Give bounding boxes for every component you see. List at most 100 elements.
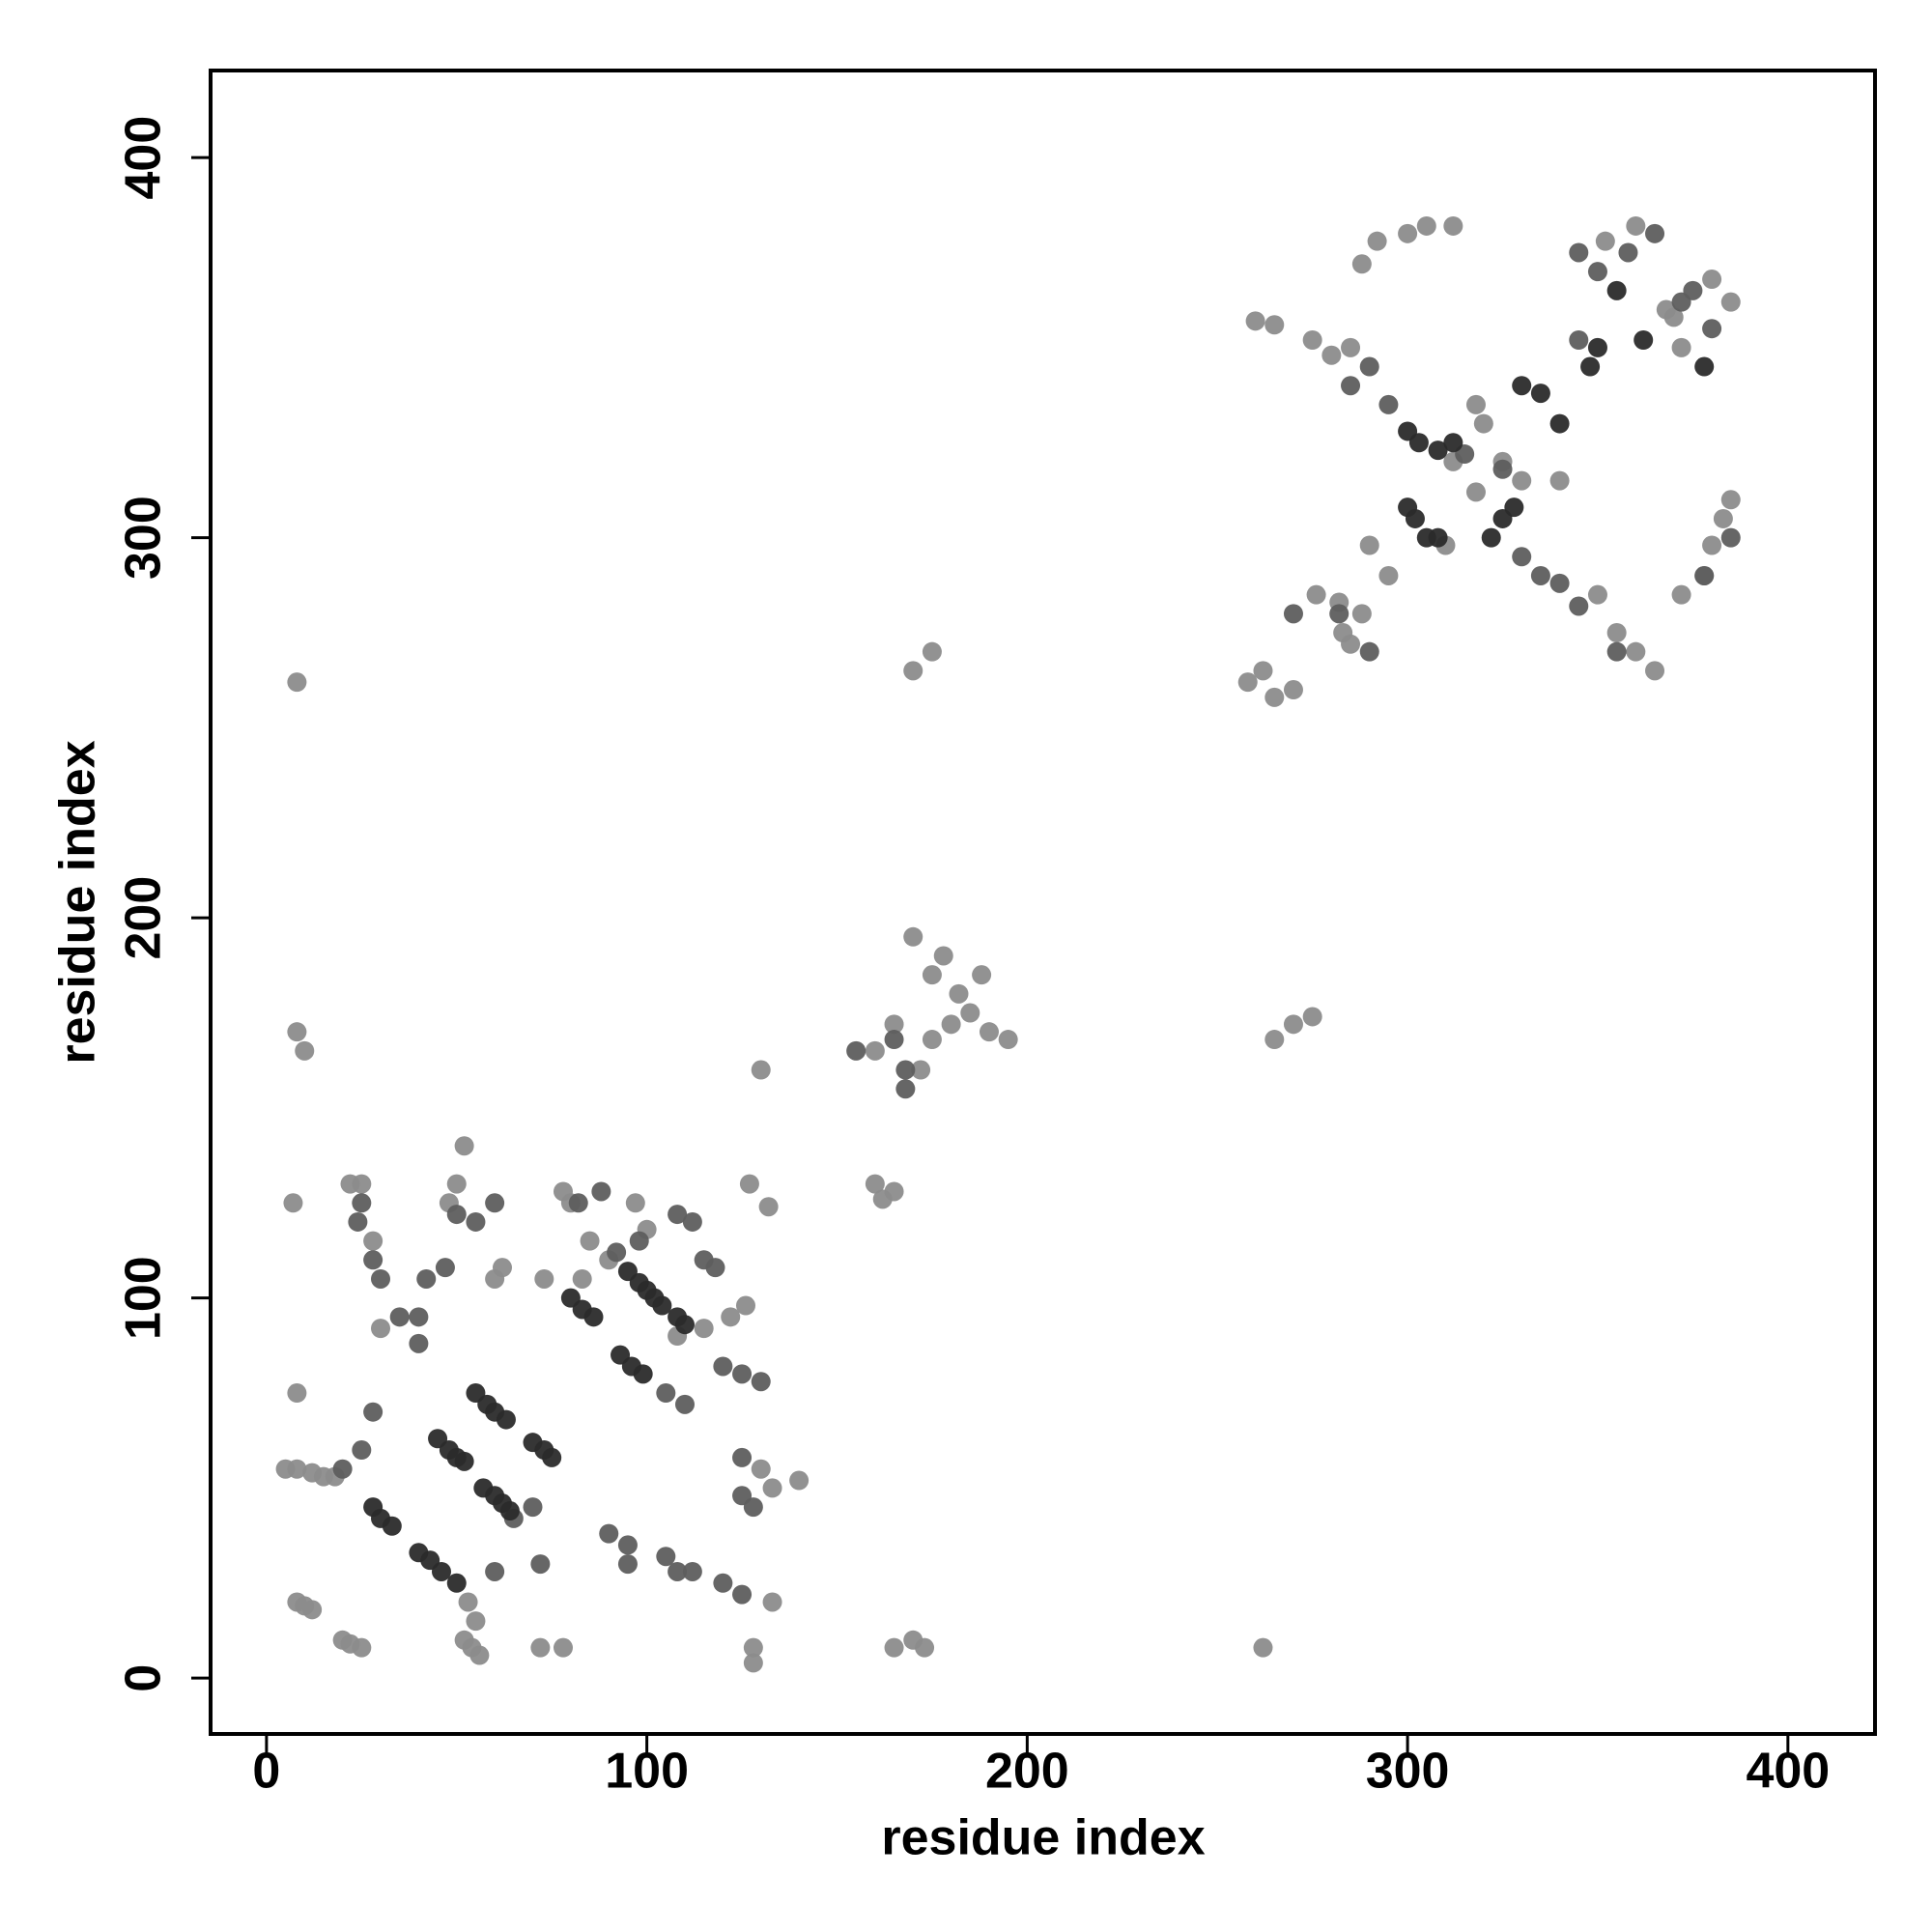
point bbox=[846, 1040, 867, 1061]
point bbox=[1702, 319, 1722, 339]
point bbox=[625, 1193, 645, 1213]
point bbox=[884, 1014, 904, 1035]
point bbox=[694, 1319, 714, 1339]
point bbox=[941, 1014, 961, 1035]
point bbox=[732, 1447, 753, 1467]
point bbox=[1720, 292, 1741, 312]
point bbox=[1626, 641, 1646, 662]
point bbox=[572, 1268, 592, 1289]
point bbox=[496, 1409, 516, 1430]
x-tick-label: 100 bbox=[605, 1744, 689, 1800]
point bbox=[1378, 394, 1399, 414]
point bbox=[1656, 299, 1676, 320]
point bbox=[1473, 413, 1493, 434]
point bbox=[705, 1258, 725, 1278]
point bbox=[713, 1573, 733, 1593]
y-tick-label: 0 bbox=[116, 1664, 172, 1692]
point bbox=[682, 1211, 702, 1232]
point bbox=[1253, 1637, 1273, 1658]
point bbox=[1341, 337, 1361, 357]
point bbox=[568, 1193, 588, 1213]
point bbox=[1645, 661, 1665, 681]
point bbox=[1359, 535, 1379, 555]
point bbox=[1367, 231, 1387, 251]
point bbox=[446, 1174, 467, 1194]
point bbox=[409, 1333, 429, 1353]
point bbox=[295, 1040, 315, 1061]
point bbox=[607, 1242, 627, 1263]
point bbox=[1264, 315, 1285, 335]
point bbox=[287, 1022, 307, 1042]
point bbox=[431, 1561, 451, 1581]
point bbox=[1694, 356, 1715, 377]
point bbox=[1606, 280, 1627, 300]
point bbox=[1302, 329, 1322, 350]
point bbox=[287, 1459, 307, 1479]
point bbox=[1443, 433, 1463, 453]
point bbox=[530, 1637, 551, 1658]
point bbox=[1569, 329, 1589, 350]
point bbox=[530, 1554, 551, 1575]
point bbox=[1549, 573, 1570, 593]
y-tick-label: 300 bbox=[116, 496, 172, 580]
x-tick-label: 400 bbox=[1746, 1744, 1830, 1800]
point bbox=[583, 1307, 604, 1327]
point bbox=[1321, 345, 1342, 365]
point bbox=[1253, 661, 1273, 681]
point bbox=[884, 1181, 904, 1202]
point bbox=[1671, 337, 1691, 357]
point bbox=[485, 1193, 505, 1213]
point bbox=[1302, 1007, 1322, 1027]
point bbox=[998, 1030, 1018, 1050]
point bbox=[1606, 623, 1627, 643]
point bbox=[1512, 376, 1532, 396]
point bbox=[1405, 508, 1425, 528]
point bbox=[1481, 527, 1501, 548]
point bbox=[743, 1653, 763, 1673]
point bbox=[1283, 604, 1303, 624]
point bbox=[743, 1497, 763, 1518]
point bbox=[389, 1307, 410, 1327]
point bbox=[1595, 231, 1615, 251]
point bbox=[454, 1451, 474, 1471]
y-tick-label: 100 bbox=[116, 1256, 172, 1340]
point bbox=[599, 1523, 619, 1544]
point bbox=[865, 1174, 885, 1194]
point bbox=[762, 1592, 782, 1612]
point bbox=[751, 1060, 771, 1080]
point bbox=[1465, 394, 1486, 414]
y-tick-label: 200 bbox=[116, 876, 172, 960]
point bbox=[739, 1174, 759, 1194]
point bbox=[668, 1205, 688, 1225]
point bbox=[1587, 262, 1607, 282]
point bbox=[1549, 470, 1570, 491]
point bbox=[1398, 223, 1418, 243]
point bbox=[721, 1307, 741, 1327]
point bbox=[972, 965, 992, 985]
point bbox=[466, 1211, 486, 1232]
point bbox=[674, 1394, 695, 1414]
point bbox=[499, 1501, 520, 1521]
point bbox=[446, 1573, 467, 1593]
point bbox=[1512, 547, 1532, 567]
point bbox=[363, 1250, 384, 1270]
point bbox=[1606, 641, 1627, 662]
point bbox=[458, 1592, 478, 1612]
point bbox=[1264, 687, 1285, 707]
point bbox=[922, 1030, 942, 1050]
point bbox=[652, 1295, 672, 1316]
point bbox=[1530, 565, 1550, 585]
point bbox=[371, 1319, 391, 1339]
point bbox=[1580, 356, 1601, 377]
point bbox=[348, 1211, 368, 1232]
point bbox=[633, 1364, 653, 1384]
point bbox=[1428, 440, 1448, 461]
point bbox=[1618, 242, 1638, 263]
point bbox=[435, 1258, 455, 1278]
point bbox=[382, 1516, 402, 1536]
point bbox=[1359, 641, 1379, 662]
point bbox=[1306, 584, 1326, 605]
point bbox=[1720, 490, 1741, 510]
point bbox=[542, 1447, 562, 1467]
